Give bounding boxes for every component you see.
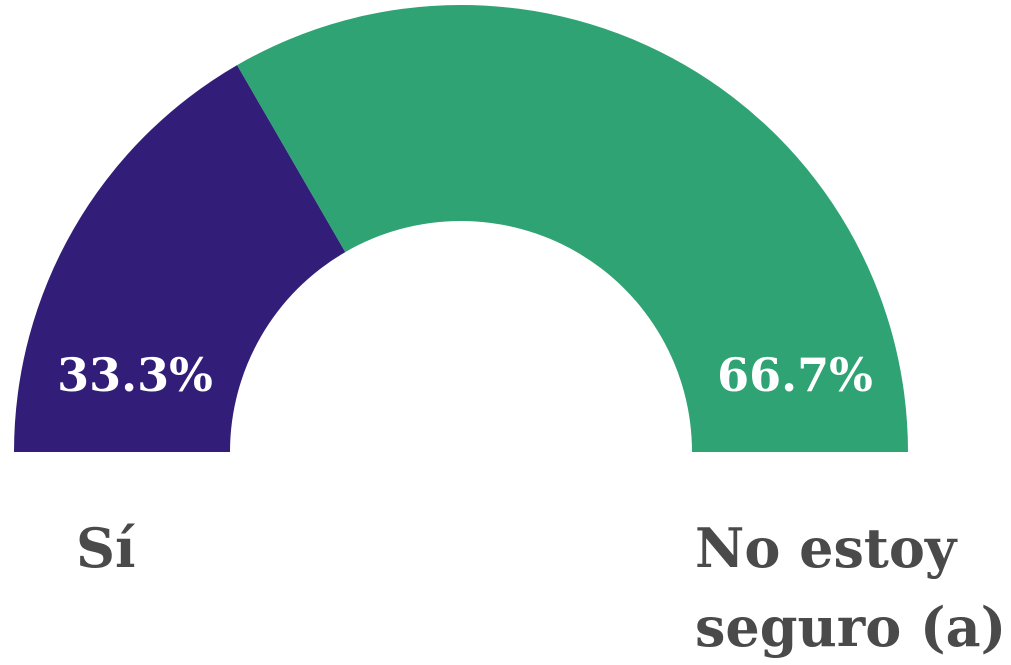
slice-si [14,65,346,452]
legend-label-no-estoy-seguro-line-2: seguro (a) [695,595,1006,659]
chart-value-labels: 33.3% 66.7% [57,348,873,402]
value-label-no-estoy-seguro: 66.7% [717,348,873,402]
slice-no-estoy-seguro [237,5,909,452]
chart-legend: Sí No estoy seguro (a) [76,516,1006,659]
legend-label-no-estoy-seguro-line-1: No estoy [695,516,958,580]
chart-slices [14,5,909,452]
legend-label-si: Sí [76,516,136,580]
value-label-si: 33.3% [57,348,213,402]
